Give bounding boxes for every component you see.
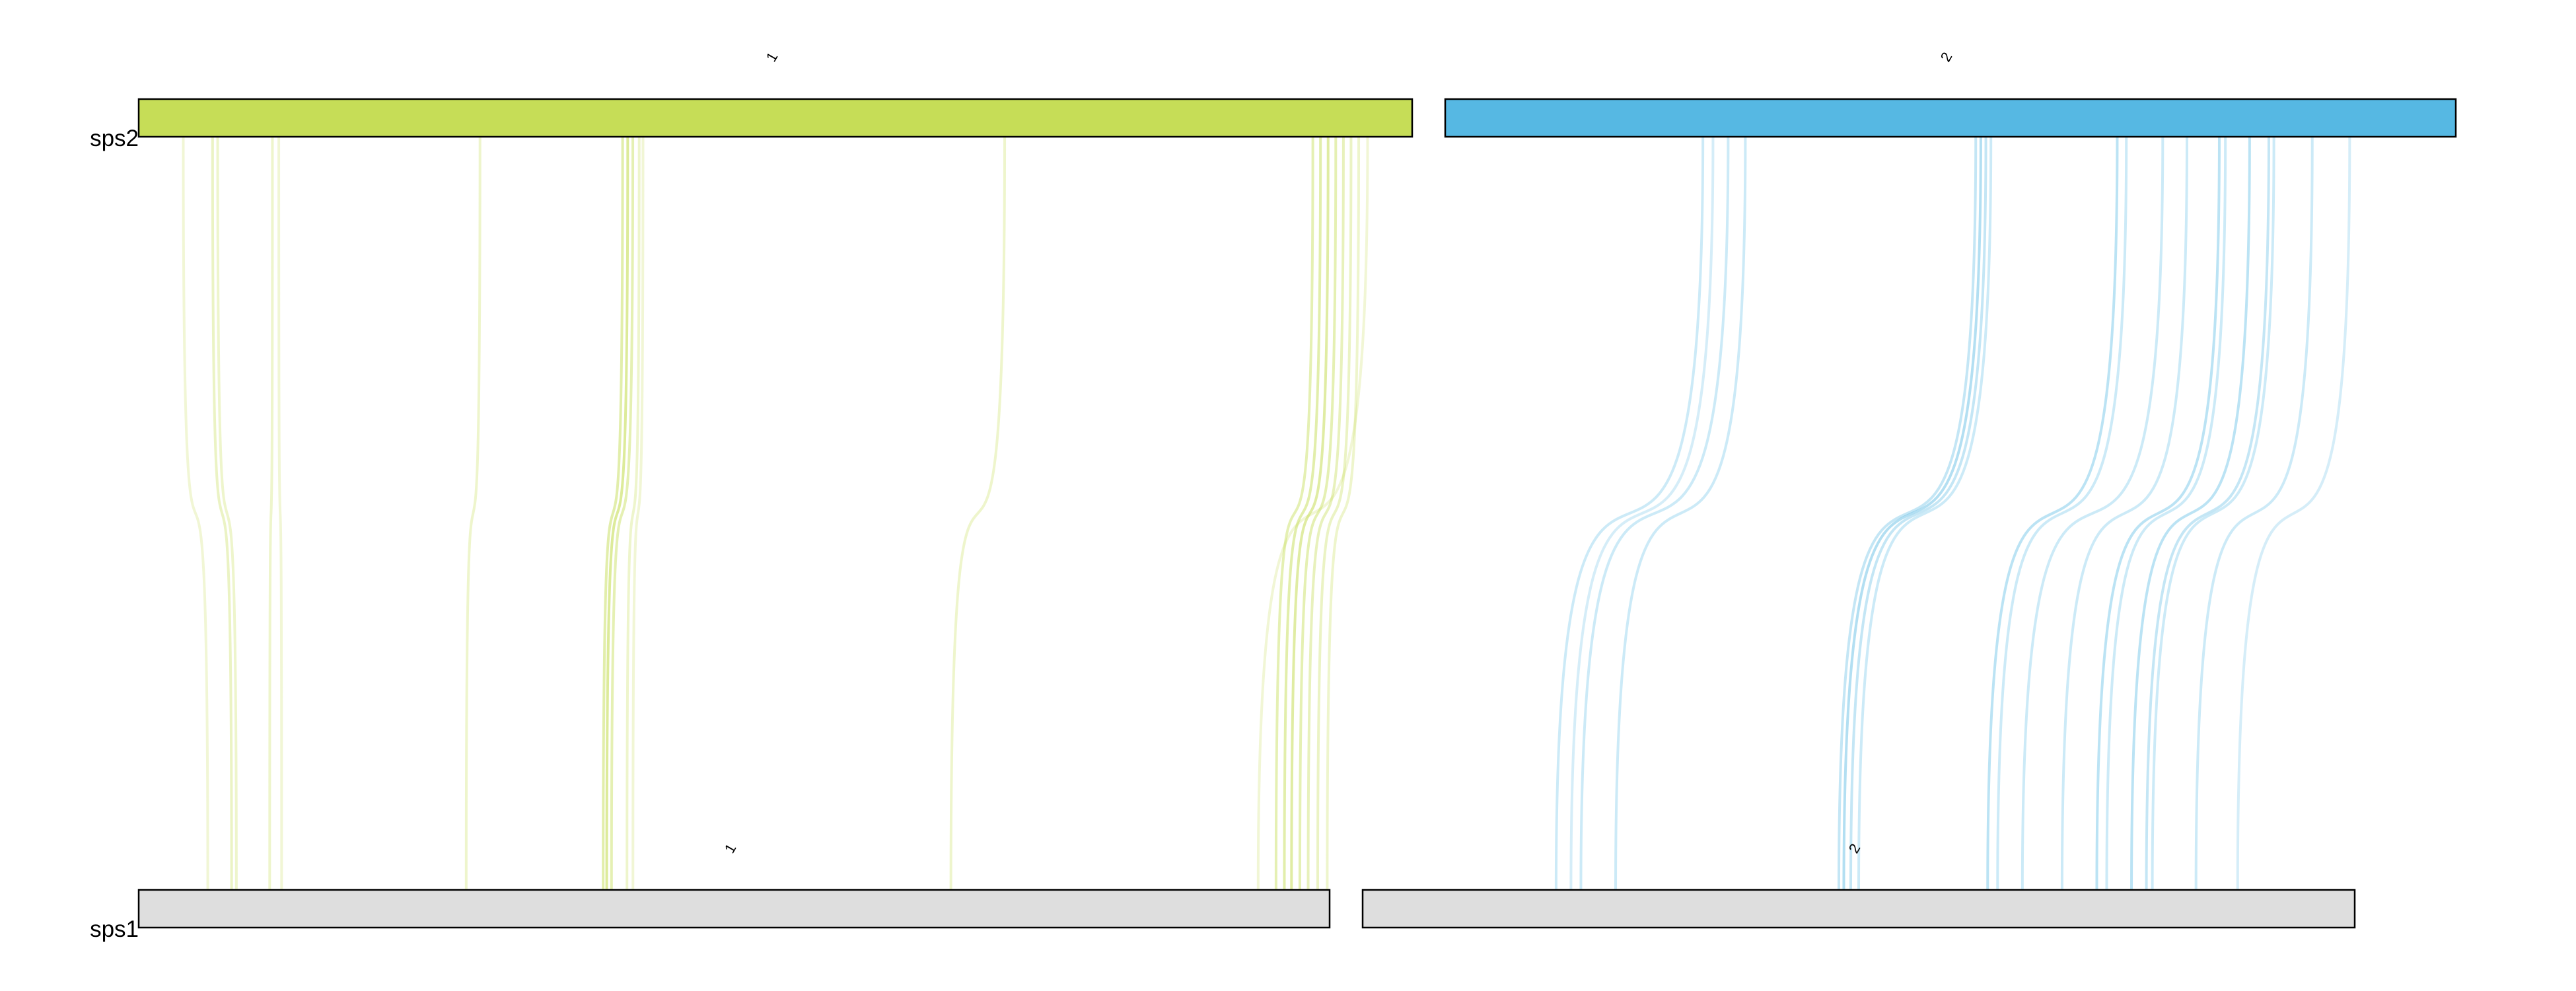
- synteny-link-chr2: [2021, 136, 2165, 891]
- synteny-link-chr1: [1274, 136, 1314, 891]
- synteny-link-chr1: [277, 136, 283, 891]
- synteny-link-chr1: [605, 136, 629, 891]
- synteny-link-chr1: [949, 136, 1007, 891]
- synteny-link-chr2: [1996, 136, 2128, 891]
- chromosome-label-sps2-1: 1: [763, 50, 781, 65]
- species-track-sps1: 1 2 sps1: [90, 841, 2356, 942]
- synteny-link-chr2: [1579, 136, 1730, 891]
- synteny-link-chr2: [2060, 136, 2189, 891]
- chromosome-label-sps1-1: 1: [721, 841, 740, 856]
- species-label-sps2: sps2: [90, 126, 139, 151]
- chromosome-bar-sps2-1[interactable]: [137, 98, 1413, 138]
- synteny-link-chr2: [2105, 136, 2227, 891]
- synteny-link-chr1: [1298, 136, 1338, 891]
- species-track-sps2: 1 2 sps2: [90, 50, 2457, 151]
- species-label-sps1: sps1: [90, 916, 139, 942]
- synteny-link-chr1: [1283, 136, 1322, 891]
- chromosome-bar-sps2-2[interactable]: [1444, 98, 2457, 138]
- synteny-link-chr2: [2151, 136, 2275, 891]
- synteny-links: [182, 136, 2351, 891]
- synteny-link-chr1: [1306, 136, 1345, 891]
- synteny-link-chr1: [182, 136, 209, 891]
- synteny-link-chr2: [1849, 136, 1987, 891]
- synteny-link-chr1: [1290, 136, 1330, 891]
- synteny-link-chr2: [1986, 136, 2119, 891]
- synteny-link-chr2: [2194, 136, 2314, 891]
- chromosome-label-sps1-2: 2: [1845, 841, 1864, 856]
- synteny-link-chr2: [1614, 136, 1747, 891]
- synteny-link-chr1: [211, 136, 233, 891]
- synteny-link-chr1: [268, 136, 274, 891]
- synteny-link-chr2: [2130, 136, 2251, 891]
- synteny-link-chr1: [626, 136, 641, 891]
- synteny-link-chr2: [2095, 136, 2221, 891]
- synteny-link-chr2: [2236, 136, 2351, 891]
- synteny-link-chr1: [464, 136, 482, 891]
- synteny-link-chr1: [216, 136, 238, 891]
- chromosome-bar-sps1-1[interactable]: [137, 889, 1331, 929]
- synteny-link-chr2: [1554, 136, 1705, 891]
- synteny-link-chr1: [1256, 136, 1369, 891]
- synteny-link-chr1: [1326, 136, 1361, 891]
- synteny-link-chr2: [1842, 136, 1982, 891]
- synteny-link-chr1: [1316, 136, 1353, 891]
- synteny-link-chr2: [2145, 136, 2270, 891]
- synteny-link-chr1: [602, 136, 624, 891]
- synteny-link-chr1: [631, 136, 645, 891]
- chromosome-bar-sps1-2[interactable]: [1361, 889, 2356, 929]
- synteny-link-chr2: [1569, 136, 1715, 891]
- synteny-link-chr2: [1857, 136, 1993, 891]
- synteny-link-chr1: [610, 136, 635, 891]
- chromosome-label-sps2-2: 2: [1937, 50, 1956, 65]
- synteny-link-chr2: [1837, 136, 1978, 891]
